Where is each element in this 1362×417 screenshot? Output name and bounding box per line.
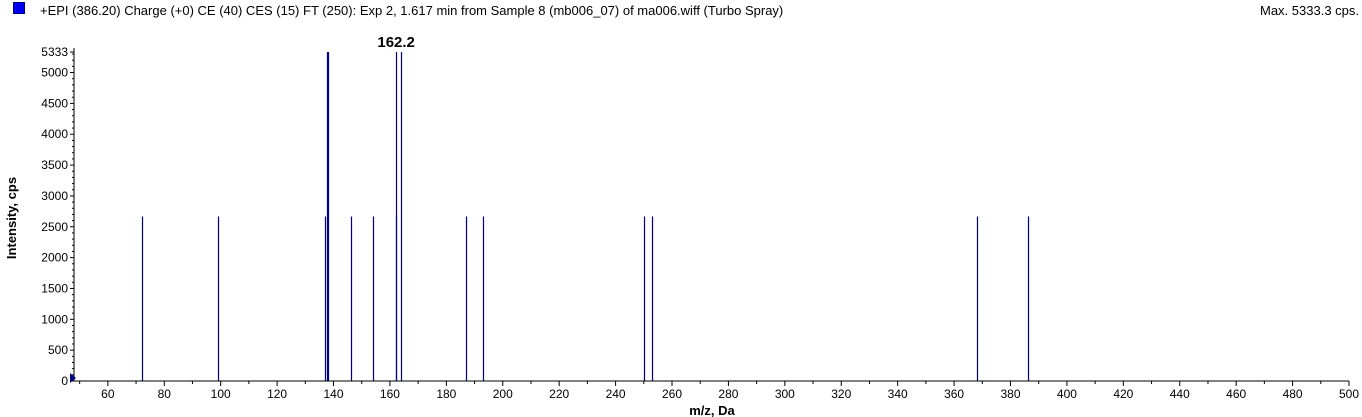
- y-tick-label: 5333: [41, 45, 68, 59]
- x-axis-ticks: 60 80 100 120 140 160 180 200 220 240 260 280 300 320…: [79, 381, 1359, 401]
- y-tick-label: 4000: [41, 127, 68, 141]
- y-axis-ticks: 0 500 1000 1500 2000 2500 3000 3500 4000 4500 5000…: [41, 45, 74, 388]
- x-tick-label: 500: [1339, 387, 1359, 401]
- y-tick-label: 3500: [41, 158, 68, 172]
- x-tick-label: 120: [267, 387, 287, 401]
- y-tick-label: 2500: [41, 220, 68, 234]
- cursor-marker-icon[interactable]: [70, 373, 76, 383]
- chart-header: +EPI (386.20) Charge (+0) CE (40) CES (1…: [0, 0, 1362, 22]
- y-tick-label: 3000: [41, 189, 68, 203]
- x-tick-label: 380: [1000, 387, 1020, 401]
- series-color-swatch[interactable]: [13, 2, 25, 14]
- y-tick-label: 0: [61, 374, 68, 388]
- x-tick-label: 420: [1113, 387, 1133, 401]
- y-tick-label: 2000: [41, 251, 68, 265]
- y-tick-label: 4500: [41, 96, 68, 110]
- x-tick-label: 100: [211, 387, 231, 401]
- x-tick-label: 60: [101, 387, 115, 401]
- y-tick-label: 1500: [41, 281, 68, 295]
- x-tick-label: 280: [718, 387, 738, 401]
- x-tick-label: 460: [1226, 387, 1246, 401]
- y-axis-title: Intensity, cps: [4, 177, 19, 259]
- x-tick-label: 220: [549, 387, 569, 401]
- y-tick-label: 500: [48, 343, 68, 357]
- spectrum-title: +EPI (386.20) Charge (+0) CE (40) CES (1…: [40, 3, 784, 18]
- max-intensity-label: Max. 5333.3 cps.: [1260, 3, 1359, 18]
- x-tick-label: 440: [1170, 387, 1190, 401]
- y-tick-label: 5000: [41, 66, 68, 80]
- x-tick-label: 180: [436, 387, 456, 401]
- x-tick-label: 80: [158, 387, 172, 401]
- y-tick-label: 1000: [41, 312, 68, 326]
- x-tick-label: 340: [888, 387, 908, 401]
- peaks-group: [141, 52, 1030, 381]
- x-tick-label: 240: [606, 387, 626, 401]
- x-axis-title: m/z, Da: [689, 403, 735, 417]
- x-tick-label: 160: [380, 387, 400, 401]
- x-tick-label: 260: [662, 387, 682, 401]
- annotations-group: 162.2: [377, 34, 415, 51]
- x-tick-label: 200: [493, 387, 513, 401]
- peak-annotation-label: 162.2: [377, 34, 415, 51]
- x-tick-label: 400: [1057, 387, 1077, 401]
- x-tick-label: 300: [775, 387, 795, 401]
- x-tick-label: 140: [323, 387, 343, 401]
- x-tick-label: 360: [944, 387, 964, 401]
- x-tick-label: 320: [831, 387, 851, 401]
- x-tick-label: 480: [1283, 387, 1303, 401]
